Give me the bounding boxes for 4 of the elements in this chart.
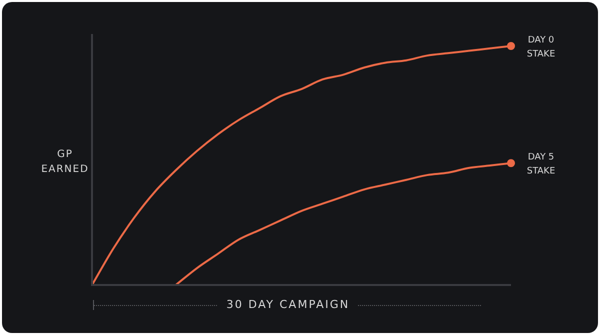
series-label: DAY 0 STAKE [526,35,556,60]
y-axis-title: GP EARNED [40,148,90,177]
x-axis-title: 30 DAY CAMPAIGN [218,298,358,311]
series-label: DAY 5 STAKE [526,152,556,176]
